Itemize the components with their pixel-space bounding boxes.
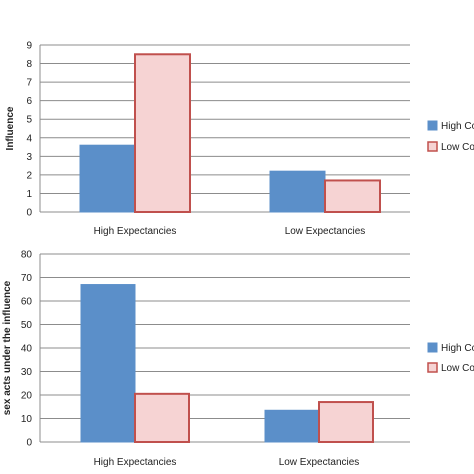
y-tick-label: 0 bbox=[26, 438, 32, 449]
bar-low-co-2 bbox=[318, 401, 374, 443]
chart-panel-2: 0 10 20 30 40 50 60 70 80 High Expectancies Low Ex… bbox=[2, 250, 474, 469]
y-tick-label: 70 bbox=[21, 273, 33, 284]
chart-panel-1: 0 1 2 3 4 5 6 7 8 9 High Expectancies Low Expectanc… bbox=[5, 41, 474, 238]
y-tick-label: 1 bbox=[26, 189, 32, 200]
y-tick-label: 10 bbox=[21, 414, 33, 425]
bar-low-co-1 bbox=[134, 392, 190, 444]
legend-swatch bbox=[427, 120, 438, 131]
x-category-label: Low Expectancies bbox=[279, 457, 360, 468]
y-tick-label: 2 bbox=[26, 170, 32, 181]
y-tick-label: 7 bbox=[26, 78, 32, 89]
x-category-label: High Expectancies bbox=[94, 457, 177, 468]
legend-label: High Co bbox=[441, 121, 474, 132]
y-axis-title: sex acts under the influence bbox=[2, 280, 13, 415]
y-tick-label: 20 bbox=[21, 391, 33, 402]
y-tick-label: 40 bbox=[21, 344, 33, 355]
y-tick-label: 0 bbox=[26, 208, 32, 219]
y-tick-label: 9 bbox=[26, 41, 32, 52]
y-tick-label: 30 bbox=[21, 367, 33, 378]
legend-swatch bbox=[427, 362, 438, 373]
y-tick-label: 6 bbox=[26, 96, 32, 107]
bar-high-co-1 bbox=[80, 284, 136, 443]
x-category-label: High Expectancies bbox=[94, 226, 177, 237]
y-tick-label: 4 bbox=[26, 133, 32, 144]
legend-label: Low Co bbox=[441, 142, 474, 153]
legend-label: High Co bbox=[441, 343, 474, 354]
y-axis-title: Influence bbox=[5, 106, 16, 150]
y-tick-label: 60 bbox=[21, 297, 33, 308]
legend-label: Low Co bbox=[441, 363, 474, 374]
y-tick-label: 3 bbox=[26, 152, 32, 163]
y-tick-label: 50 bbox=[21, 320, 33, 331]
bar-high-co-2 bbox=[264, 409, 320, 443]
legend-swatch bbox=[427, 141, 438, 152]
y-tick-label: 5 bbox=[26, 115, 32, 126]
legend-swatch bbox=[427, 342, 438, 353]
bar-high-co-2 bbox=[269, 170, 326, 213]
bar-low-co-1 bbox=[134, 53, 191, 214]
y-tick-label: 80 bbox=[21, 250, 33, 261]
bar-high-co-1 bbox=[79, 144, 136, 213]
x-category-label: Low Expectancies bbox=[285, 226, 366, 237]
y-tick-label: 8 bbox=[26, 59, 32, 70]
bar-low-co-2 bbox=[324, 179, 381, 213]
